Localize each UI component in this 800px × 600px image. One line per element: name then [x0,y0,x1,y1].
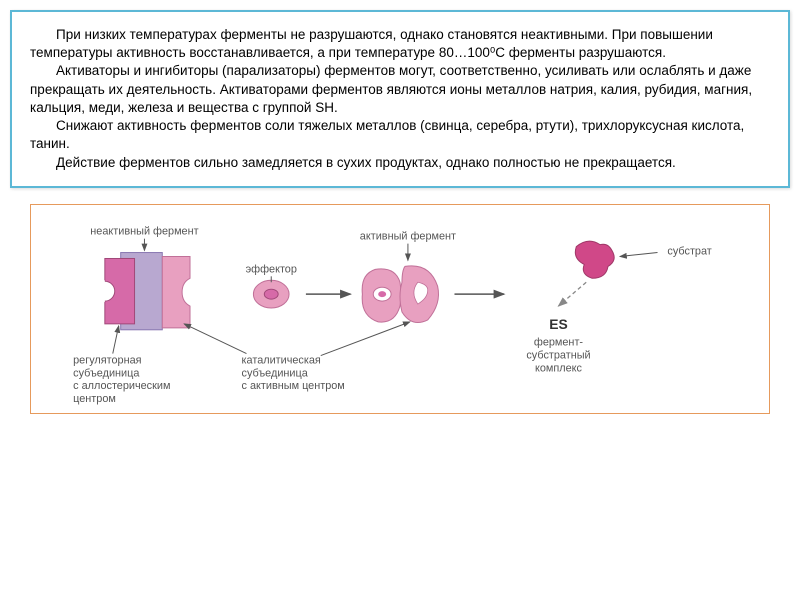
label-reg-1: регуляторная [73,354,142,366]
inactive-enzyme-shape [93,252,190,329]
label-reg-4: центром [73,393,116,405]
paragraph-1: При низких температурах ферменты не разр… [30,26,770,62]
label-cat-3: с активным центром [242,380,345,392]
label-active: активный фермент [360,230,456,242]
paragraph-4: Действие ферментов сильно замедляется в … [30,154,770,172]
label-cat-1: каталитическая [242,354,321,366]
paragraph-2: Активаторы и ингибиторы (парализаторы) ф… [30,62,770,117]
effector-shape [253,280,289,308]
label-substrate: субстрат [667,245,711,257]
active-enzyme-shape [362,266,438,323]
label-es-3: комплекс [535,362,583,374]
label-es-2: субстратный [526,349,590,361]
label-inactive: неактивный фермент [90,225,198,237]
label-reg-2: субъединица [73,367,140,379]
label-effector: эффектор [246,263,297,275]
enzyme-diagram: неактивный фермент регуляторная субъедин… [30,204,770,414]
label-es-1: фермент- [534,336,584,348]
label-es: ES [549,316,568,332]
paragraph-3: Снижают активность ферментов соли тяжелы… [30,117,770,153]
label-reg-3: с аллостерическим [73,380,170,392]
label-cat-2: субъединица [242,367,309,379]
text-panel: При низких температурах ферменты не разр… [10,10,790,188]
substrate-shape [575,241,614,278]
